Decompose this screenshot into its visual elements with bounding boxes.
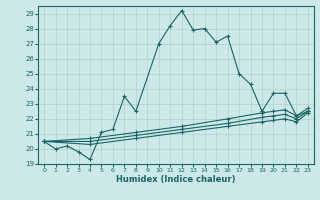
X-axis label: Humidex (Indice chaleur): Humidex (Indice chaleur) <box>116 175 236 184</box>
